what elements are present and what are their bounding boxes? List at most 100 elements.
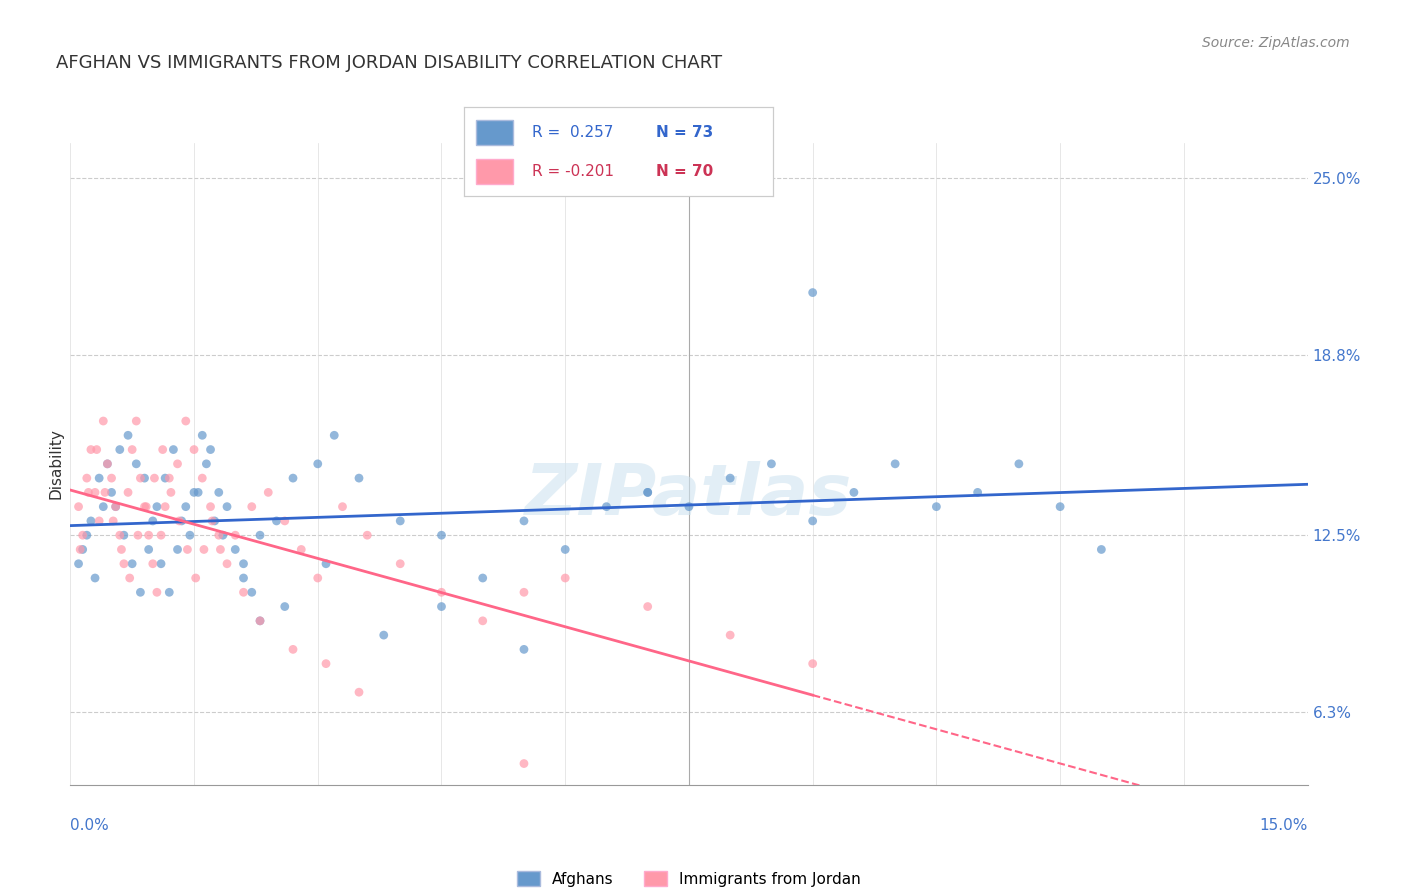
Point xyxy=(170,514,193,528)
Point xyxy=(96,457,118,471)
Point xyxy=(143,471,166,485)
Point xyxy=(637,599,659,614)
Point xyxy=(142,514,165,528)
Point xyxy=(146,500,169,514)
Point xyxy=(191,428,214,442)
Text: 15.0%: 15.0% xyxy=(1260,818,1308,832)
Point xyxy=(240,585,263,599)
Point xyxy=(307,571,329,585)
Point xyxy=(801,514,824,528)
Point xyxy=(174,414,197,428)
Point xyxy=(430,528,453,542)
Point xyxy=(761,457,783,471)
Point xyxy=(183,485,205,500)
Point xyxy=(89,471,111,485)
Point xyxy=(166,542,188,557)
Point xyxy=(183,442,205,457)
Text: N = 73: N = 73 xyxy=(655,125,713,139)
Point xyxy=(274,599,297,614)
Point xyxy=(94,485,117,500)
Point xyxy=(232,557,254,571)
Point xyxy=(240,500,263,514)
Point xyxy=(554,571,576,585)
Point xyxy=(281,471,304,485)
Point xyxy=(200,500,222,514)
Point xyxy=(249,614,271,628)
FancyBboxPatch shape xyxy=(477,120,513,145)
Point xyxy=(307,457,329,471)
Point xyxy=(356,528,378,542)
Point xyxy=(430,585,453,599)
Point xyxy=(184,571,207,585)
Point xyxy=(157,471,180,485)
Point xyxy=(150,528,173,542)
Point xyxy=(76,528,98,542)
Point xyxy=(884,457,907,471)
Point xyxy=(513,756,536,771)
Point xyxy=(389,514,412,528)
Point xyxy=(718,628,741,642)
Text: ZIPatlas: ZIPatlas xyxy=(526,461,852,531)
Point xyxy=(134,471,156,485)
Point xyxy=(224,528,246,542)
Point xyxy=(224,542,246,557)
Point xyxy=(150,557,173,571)
Point xyxy=(125,457,148,471)
Point xyxy=(257,485,280,500)
Point xyxy=(176,542,198,557)
Point xyxy=(157,585,180,599)
Point xyxy=(129,471,152,485)
Point xyxy=(108,528,131,542)
Point xyxy=(323,428,346,442)
Point xyxy=(160,485,183,500)
Point xyxy=(801,657,824,671)
Point xyxy=(678,500,700,514)
Point xyxy=(513,585,536,599)
Point xyxy=(1008,457,1031,471)
Point xyxy=(595,500,617,514)
Point xyxy=(249,614,271,628)
Point xyxy=(96,457,118,471)
Point xyxy=(112,528,135,542)
Point xyxy=(208,485,231,500)
Point xyxy=(212,528,235,542)
Point xyxy=(637,485,659,500)
Point xyxy=(332,500,354,514)
Point xyxy=(274,514,297,528)
Point xyxy=(127,528,149,542)
Point xyxy=(138,542,160,557)
Point xyxy=(104,500,127,514)
Point xyxy=(103,514,125,528)
Text: Source: ZipAtlas.com: Source: ZipAtlas.com xyxy=(1202,36,1350,50)
Point xyxy=(121,442,143,457)
Point xyxy=(174,500,197,514)
Point xyxy=(801,285,824,300)
Point xyxy=(117,428,139,442)
Point xyxy=(166,457,188,471)
Point xyxy=(80,442,103,457)
Point xyxy=(471,614,494,628)
Point xyxy=(167,514,190,528)
Point xyxy=(134,500,156,514)
Point xyxy=(266,514,288,528)
Point xyxy=(373,628,395,642)
Point xyxy=(637,485,659,500)
Point xyxy=(966,485,988,500)
Point xyxy=(129,585,152,599)
Point xyxy=(138,528,160,542)
Point xyxy=(191,471,214,485)
Point xyxy=(142,557,165,571)
Point xyxy=(430,599,453,614)
Point xyxy=(118,571,141,585)
Point xyxy=(117,485,139,500)
Point xyxy=(67,557,90,571)
Point xyxy=(842,485,865,500)
Point xyxy=(208,528,231,542)
Point xyxy=(152,442,174,457)
Point xyxy=(200,442,222,457)
Point xyxy=(100,471,122,485)
Point xyxy=(554,542,576,557)
Text: AFGHAN VS IMMIGRANTS FROM JORDAN DISABILITY CORRELATION CHART: AFGHAN VS IMMIGRANTS FROM JORDAN DISABIL… xyxy=(56,54,723,71)
Point xyxy=(86,442,108,457)
Point xyxy=(125,414,148,428)
